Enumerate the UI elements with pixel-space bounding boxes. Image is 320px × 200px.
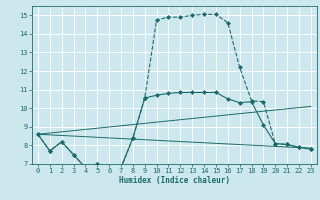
X-axis label: Humidex (Indice chaleur): Humidex (Indice chaleur)	[119, 176, 230, 185]
